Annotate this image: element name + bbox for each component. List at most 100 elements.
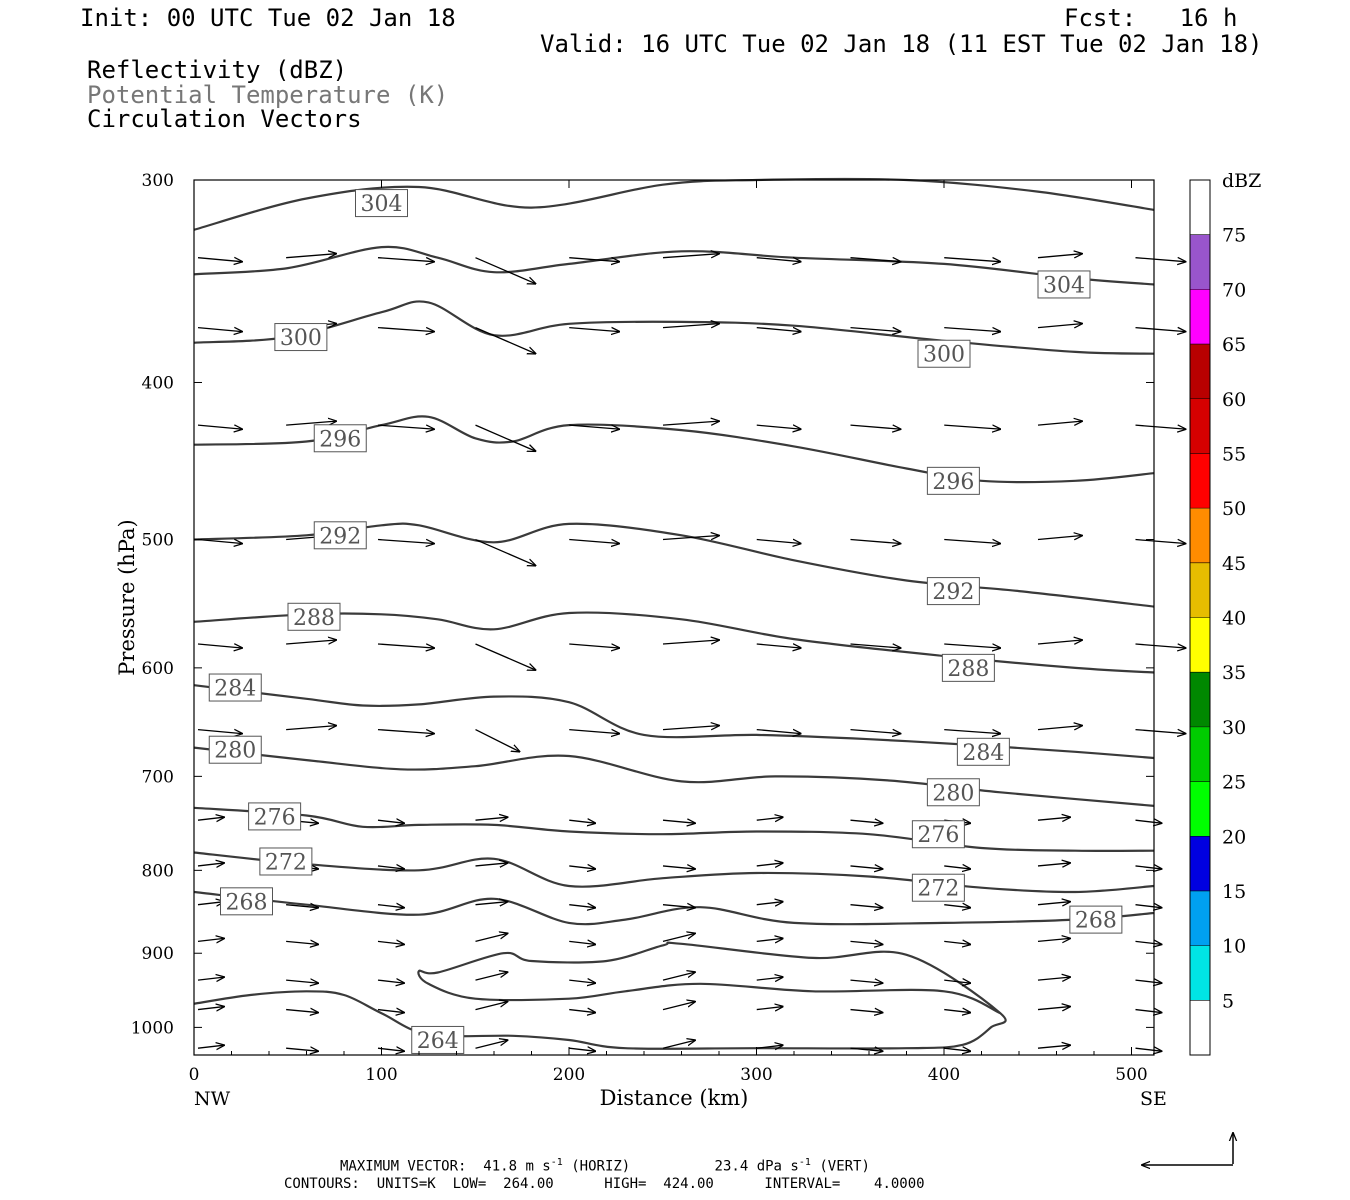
circulation-vector — [1135, 540, 1186, 544]
circulation-vector — [1135, 941, 1162, 944]
init-time-label: Init: 00 UTC Tue 02 Jan 18 — [80, 4, 456, 32]
circulation-vector — [1135, 730, 1186, 734]
max-vector-horiz-value: 41.8 — [483, 1158, 518, 1175]
circulation-vector — [850, 644, 901, 648]
circulation-vector — [286, 980, 318, 983]
circulation-vector — [377, 644, 434, 648]
circulation-vector — [662, 905, 695, 908]
circulation-vector — [756, 817, 783, 820]
circulation-vector — [944, 425, 1000, 429]
contour-label-box — [941, 653, 995, 682]
contour-label-box — [248, 802, 302, 831]
circulation-vector — [286, 1010, 318, 1013]
colorbar-segment — [1190, 234, 1210, 290]
max-vector-vert-exp: -1 — [798, 1157, 811, 1168]
circulation-vector — [377, 866, 404, 869]
x-tick-label: 100 — [365, 1065, 397, 1085]
circulation-vector — [475, 972, 508, 981]
field-label-circulation-vectors: Circulation Vectors — [87, 105, 362, 133]
circulation-vector — [475, 327, 536, 354]
x-tick-label: 200 — [553, 1065, 585, 1085]
contour-label: 300 — [280, 326, 322, 351]
circulation-vector — [662, 421, 719, 425]
colorbar-segment — [1190, 617, 1210, 673]
colorbar-segment — [1190, 836, 1210, 891]
circulation-vector — [662, 726, 719, 730]
contour-label-box — [259, 847, 313, 876]
circulation-vector — [569, 866, 595, 869]
circulation-vector — [377, 905, 404, 908]
circulation-vector — [662, 1040, 695, 1049]
circulation-vector — [197, 977, 224, 980]
circulation-vector — [756, 730, 801, 734]
circulation-vector — [569, 1048, 595, 1051]
circulation-vector — [475, 538, 536, 566]
contour-label: 296 — [319, 427, 361, 452]
circulation-vector — [756, 938, 783, 941]
circulation-vector — [850, 258, 901, 262]
colorbar-label: 45 — [1222, 553, 1246, 575]
contour-label-box — [208, 735, 262, 764]
colorbar: 5 10 15 20 25 30 35 40 45 50 55 60 65 70 75 dBZ — [1189, 170, 1261, 1056]
contour-label-box — [911, 873, 965, 902]
contours-info-line: CONTOURS: UNITS=K LOW= 264.00 HIGH= 424.… — [284, 1176, 925, 1192]
contour-label: 288 — [947, 657, 989, 682]
contour-label: 280 — [932, 781, 974, 806]
circulation-vector — [756, 1007, 783, 1010]
circulation-vector — [377, 258, 434, 262]
circulation-vector — [1037, 977, 1070, 980]
x-tick-label: 300 — [740, 1065, 772, 1085]
circulation-vector — [475, 933, 508, 943]
circulation-vector — [475, 902, 508, 905]
y-tick-label: 600 — [142, 659, 174, 679]
colorbar-segment — [1190, 453, 1210, 509]
circulation-vector — [197, 817, 224, 820]
circulation-vector — [662, 972, 695, 981]
contour-labels: 304 300 300 296 296 292 292 288 288 284 284 280 280 2… — [208, 189, 1123, 1054]
contour-label-box — [220, 887, 273, 916]
contour-line-268 — [193, 890, 1155, 926]
max-vector-vert-tag: (VERT) — [819, 1158, 870, 1175]
circulation-vector — [850, 905, 883, 908]
circulation-vector — [475, 863, 508, 866]
contour-label: 272 — [917, 877, 959, 902]
circulation-vector — [850, 820, 883, 823]
circulation-vector — [850, 730, 901, 734]
circulation-vector — [850, 1010, 883, 1013]
circulation-vector — [377, 730, 434, 734]
y-tick-label: 900 — [142, 944, 174, 964]
circulation-vector — [662, 640, 719, 644]
circulation-vector — [1135, 905, 1162, 908]
circulation-vector — [1037, 1007, 1070, 1010]
circulation-vector — [197, 938, 224, 941]
x-axis-title: Distance (km) — [600, 1086, 749, 1110]
y-tick-label: 800 — [142, 861, 174, 881]
circulation-vector — [756, 425, 801, 429]
circulation-vector — [286, 421, 336, 425]
max-vector-horiz-unit: m s — [525, 1158, 551, 1175]
circulation-vector — [569, 941, 595, 944]
circulation-vector — [756, 540, 801, 544]
circulation-vector — [662, 254, 719, 258]
colorbar-segment — [1190, 180, 1210, 235]
circulation-vector — [1135, 258, 1186, 262]
circulation-vector — [197, 730, 242, 734]
circulation-vector — [569, 905, 595, 908]
circulation-vector — [756, 977, 783, 980]
circulation-vector — [1037, 254, 1082, 258]
contour-label-box — [1069, 905, 1123, 934]
circulation-vector — [944, 866, 970, 869]
circulation-vector — [756, 863, 783, 866]
circulation-vector — [286, 640, 336, 644]
colorbar-label: 25 — [1222, 772, 1246, 794]
circulation-vector — [850, 425, 901, 429]
colorbar-label: 75 — [1222, 225, 1246, 247]
circulation-vector — [944, 540, 1000, 544]
colorbar-label: 15 — [1222, 881, 1246, 903]
contour-label-box — [274, 323, 328, 352]
circulation-vector — [286, 1048, 318, 1051]
circulation-vector — [377, 540, 434, 544]
contour-label: 292 — [319, 524, 361, 549]
colorbar-label: 40 — [1222, 608, 1246, 630]
y-tick-label: 500 — [142, 531, 174, 551]
